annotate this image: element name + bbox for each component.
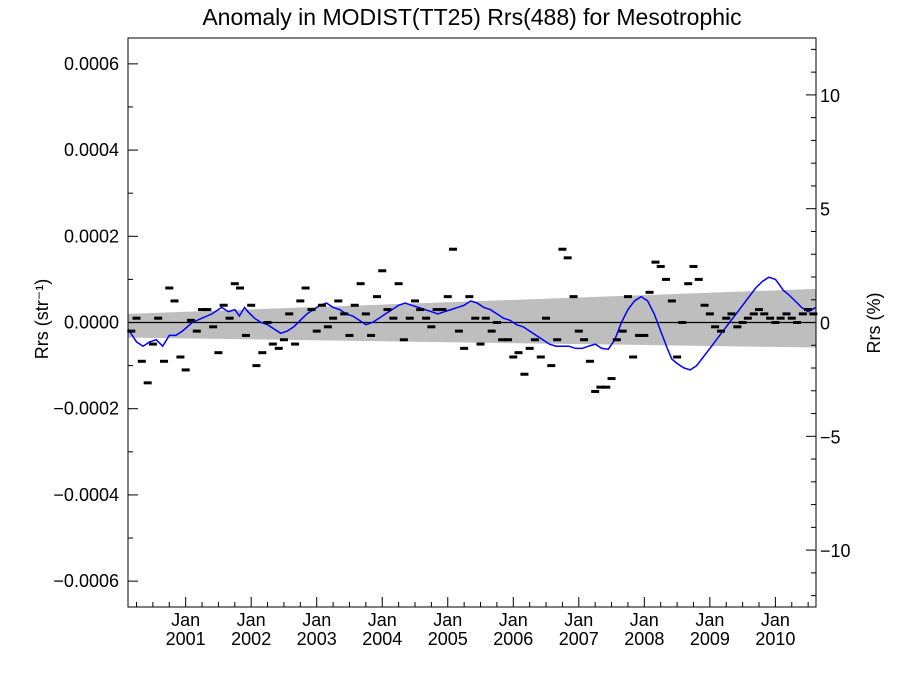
y-tick-label: −0.0004 (53, 485, 119, 505)
y2-tick-label: 10 (820, 86, 840, 106)
x-tick-year-label: 2009 (690, 629, 730, 649)
anomaly-line-layer (127, 276, 817, 371)
x-tick-month-label: Jan (695, 610, 724, 630)
x-tick-month-label: Jan (564, 610, 593, 630)
x-tick-month-label: Jan (630, 610, 659, 630)
x-tick-month-label: Jan (171, 610, 200, 630)
y-tick-label: 0.0004 (64, 140, 119, 160)
y-tick-label: 0.0006 (64, 54, 119, 74)
y-axis-label-right: Rrs (%) (864, 293, 884, 354)
y-tick-label: −0.0006 (53, 571, 119, 591)
y2-tick-label: 5 (820, 200, 830, 220)
x-tick-year-label: 2005 (428, 629, 468, 649)
axes-layer (127, 37, 817, 608)
x-tick-year-label: 2007 (559, 629, 599, 649)
y2-tick-label: −5 (820, 427, 841, 447)
y-tick-label: 0.0002 (64, 226, 119, 246)
x-tick-year-label: 2001 (166, 629, 206, 649)
x-tick-month-label: Jan (302, 610, 331, 630)
x-tick-year-label: 2002 (231, 629, 271, 649)
y-tick-label: −0.0002 (53, 399, 119, 419)
y-axis-label-left: Rrs (str⁻¹) (32, 279, 52, 359)
x-tick-month-label: Jan (499, 610, 528, 630)
y2-tick-label: −10 (820, 541, 851, 561)
x-tick-month-label: Jan (761, 610, 790, 630)
tick-labels-layer: 0.0006 0.0004 0.0002 0.0000 −0.0002 −0.0004 −0… (53, 54, 850, 649)
y2-tick-label: 0 (820, 314, 830, 334)
anomaly-points-layer (127, 247, 818, 393)
chart-title: Anomaly in MODIST(TT25) Rrs(488) for Mes… (202, 4, 741, 30)
x-tick-year-label: 2006 (493, 629, 533, 649)
x-tick-year-label: 2004 (362, 629, 402, 649)
x-tick-year-label: 2008 (624, 629, 664, 649)
x-tick-month-label: Jan (368, 610, 397, 630)
smoothed-anomaly-line (127, 276, 817, 371)
x-tick-month-label: Jan (433, 610, 462, 630)
x-tick-year-label: 2003 (297, 629, 337, 649)
x-tick-year-label: 2010 (755, 629, 795, 649)
y-tick-label: 0.0000 (64, 313, 119, 333)
x-tick-month-label: Jan (237, 610, 266, 630)
